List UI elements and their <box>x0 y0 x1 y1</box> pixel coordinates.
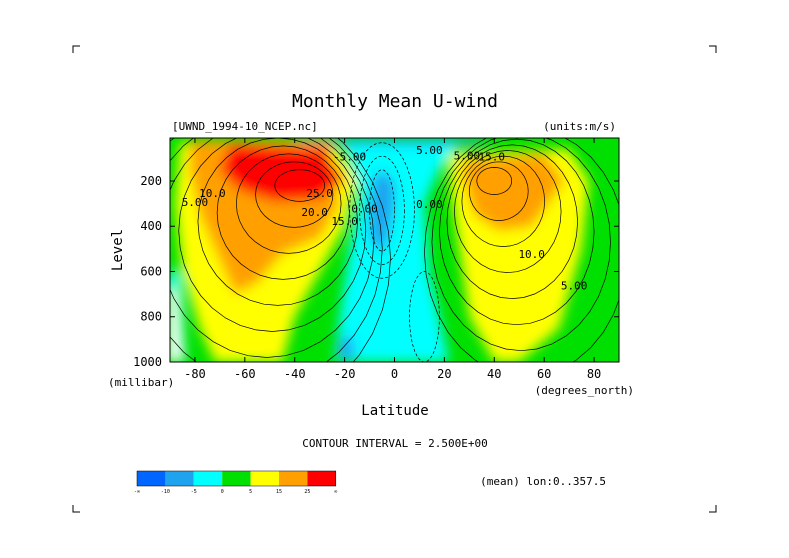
contour-labels: 25.020.015.010.05.000.00 0.005.00 5.00-5.0… <box>182 144 588 293</box>
colorbar-swatch <box>250 471 279 486</box>
plot-area: 25.020.015.010.05.000.00 0.005.00 5.00-5.0… <box>170 138 619 362</box>
x-tick-label: 20 <box>437 367 451 381</box>
contour-label: 0.00 <box>351 203 378 216</box>
dataset-label: [UWND_1994-10_NCEP.nc] <box>172 120 318 133</box>
colorbar-swatch <box>137 471 166 486</box>
colorbar-tick-label: ∞ <box>334 489 337 495</box>
contour-line <box>369 169 395 252</box>
footer-label: (mean) lon:0..357.5 <box>480 475 606 488</box>
x-tick-label: -20 <box>334 367 356 381</box>
chart-title: Monthly Mean U-wind <box>292 91 498 112</box>
contour-line <box>170 138 375 358</box>
contour-label: 20.0 <box>301 206 328 219</box>
contour-line <box>349 142 415 279</box>
zone-terrain-mask <box>170 289 183 362</box>
x-unit-label: (degrees_north) <box>535 384 634 397</box>
colorbar-tick-label: 5 <box>249 489 252 495</box>
x-tick-label: -60 <box>234 367 256 381</box>
colorbar-tick-label: -∞ <box>134 489 140 495</box>
contour-interval-label: CONTOUR INTERVAL = 2.500E+00 <box>302 437 487 450</box>
contour-line <box>197 138 358 306</box>
contour-label: 5.00 <box>416 144 443 157</box>
contour-label: 5.00 <box>454 149 481 162</box>
contour-label: 0.00 <box>416 198 443 211</box>
contour-line <box>446 144 578 299</box>
x-tick-label: 60 <box>537 367 551 381</box>
colorbar-swatch <box>222 471 251 486</box>
y-tick-label: 1000 <box>133 355 162 369</box>
contour-label: 10.0 <box>199 187 226 200</box>
contour-label: 15.0 <box>331 215 358 228</box>
contour-label: 15.0 <box>479 151 506 164</box>
zone-tropical-easterly <box>334 138 465 362</box>
x-axis-label: Latitude <box>361 403 428 419</box>
contour-lines <box>170 138 619 362</box>
colorbar-frame <box>136 470 337 487</box>
colorbar-swatch <box>193 471 223 486</box>
colorbar: -∞ -10 -5 0 5 15 25 ∞ <box>134 470 337 495</box>
x-tick-label: -40 <box>284 367 306 381</box>
contour-line <box>359 155 405 266</box>
x-tick-label: 80 <box>587 367 601 381</box>
zone-nh-15 <box>464 153 565 231</box>
crop-marks <box>72 45 717 513</box>
y-tick-label: 200 <box>140 174 162 188</box>
contour-label: 5.00 <box>182 196 209 209</box>
contour-line <box>178 138 367 332</box>
contour-label: -5.00 <box>333 151 366 164</box>
x-tick-label: 0 <box>391 367 398 381</box>
zone-sh-25 <box>219 144 345 202</box>
contour-line <box>439 138 595 326</box>
contour-label: 25.0 <box>306 187 333 200</box>
contour-line <box>274 169 326 202</box>
colorbar-swatch <box>307 471 336 486</box>
contour-line <box>216 145 350 280</box>
y-unit-label: (millibar) <box>108 376 174 389</box>
colorbar-swatch <box>279 471 308 486</box>
contour-line <box>255 161 334 228</box>
y-axis: 200 400 600 800 1000 <box>133 174 619 369</box>
colorbar-tick-label: -5 <box>191 489 197 495</box>
contour-line <box>454 150 562 273</box>
contour-line <box>236 153 342 254</box>
contour-label: 5.00 <box>561 280 588 293</box>
zone-easterly-near-surface <box>339 334 355 362</box>
colorbar-tick-label: 25 <box>304 489 310 495</box>
colorbar-tick-label: 15 <box>276 489 282 495</box>
x-tick-label: 40 <box>487 367 501 381</box>
y-tick-label: 800 <box>140 310 162 324</box>
y-axis-label: Level <box>110 229 126 271</box>
x-tick-label: -80 <box>184 367 206 381</box>
contour-line <box>468 161 529 221</box>
colorbar-tick-label: -10 <box>161 489 170 495</box>
contour-line <box>461 155 546 247</box>
contour-line <box>409 271 440 362</box>
contour-label: 10.0 <box>518 248 545 261</box>
colorbar-swatch <box>165 471 194 486</box>
y-tick-label: 600 <box>140 264 162 278</box>
contour-line <box>431 138 611 352</box>
units-label: (units:m/s) <box>543 120 616 133</box>
contour-line <box>476 167 513 195</box>
x-axis: -80 -60 -40 -20 0 20 40 60 80 <box>184 138 601 381</box>
contour-line <box>424 138 619 362</box>
y-tick-label: 400 <box>140 219 162 233</box>
colorbar-tick-label: 0 <box>221 489 224 495</box>
